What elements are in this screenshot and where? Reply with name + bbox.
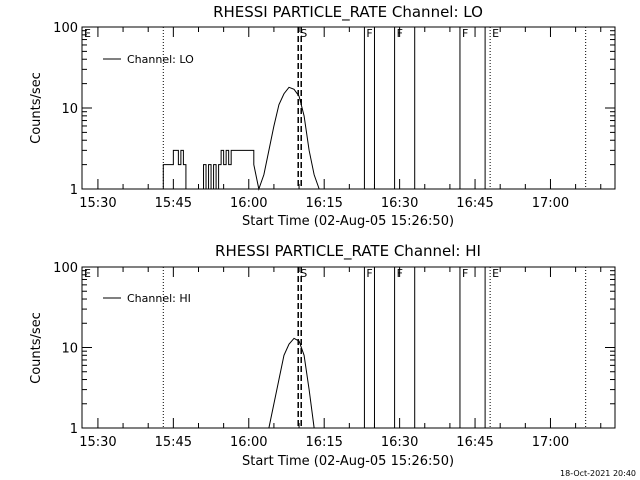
- panel-hi-y-tick-label: 100: [53, 261, 78, 276]
- panel-lo-marker-label: F: [366, 27, 372, 40]
- panel-hi-marker-label: E: [492, 267, 499, 280]
- panel-hi-legend-label: Channel: HI: [127, 292, 191, 305]
- panel-lo-x-axis-label: Start Time (02-Aug-05 15:26:50): [242, 214, 454, 229]
- panel-lo-y-axis-label: Counts/sec: [29, 72, 44, 144]
- panel-hi-y-axis-label: Counts/sec: [29, 312, 44, 384]
- panel-lo-title: RHESSI PARTICLE_RATE Channel: LO: [213, 3, 483, 22]
- panel-hi-x-tick-label: 16:15: [305, 435, 342, 450]
- panel-lo-marker-label: E: [84, 27, 91, 40]
- panel-lo-plot-frame: [81, 26, 616, 190]
- panel-lo-y-tick-label: 10: [61, 102, 78, 117]
- panel-lo-x-tick-label: 16:15: [305, 196, 342, 211]
- panel-hi-title: RHESSI PARTICLE_RATE Channel: HI: [215, 242, 481, 261]
- panel-hi-x-tick-label: 16:30: [381, 435, 418, 450]
- panel-hi-marker-label: E: [84, 267, 91, 280]
- panel-lo-series-line: [162, 86, 320, 191]
- panel-lo-x-tick-label: 17:00: [532, 196, 569, 211]
- generation-timestamp: 18-Oct-2021 20:40: [560, 469, 636, 478]
- panel-lo-y-tick-label: 1: [70, 183, 78, 198]
- panel-lo-x-tick-label: 16:45: [456, 196, 493, 211]
- panel-lo-x-tick-label: 15:30: [79, 196, 116, 211]
- panel-hi-marker-label: F: [462, 267, 468, 280]
- panel-lo-y-tick-label: 100: [53, 21, 78, 36]
- panel-hi-x-axis-label: Start Time (02-Aug-05 15:26:50): [242, 454, 454, 469]
- panel-hi-x-tick-label: 17:00: [532, 435, 569, 450]
- panel-hi-legend: Channel: HI: [103, 292, 191, 305]
- panel-hi-x-tick-label: 15:30: [79, 435, 116, 450]
- panel-lo-legend: Channel: LO: [103, 53, 194, 66]
- panel-hi-x-tick-label: 16:00: [230, 435, 267, 450]
- panel-lo-legend-label: Channel: LO: [127, 53, 194, 66]
- panel-hi-series-line: [268, 337, 315, 429]
- panel-hi-y-tick-label: 1: [70, 422, 78, 437]
- panel-lo-marker-label: E: [492, 27, 499, 40]
- panel-lo-x-tick-label: 16:00: [230, 196, 267, 211]
- panel-hi: RHESSI PARTICLE_RATE Channel: HI ESFFFE …: [29, 242, 616, 469]
- panel-lo-marker-label: S: [300, 27, 307, 40]
- panel-lo: RHESSI PARTICLE_RATE Channel: LO ESFFFE …: [29, 3, 616, 229]
- panel-lo-marker-label: F: [462, 27, 468, 40]
- panel-hi-y-tick-label: 10: [61, 342, 78, 357]
- panel-hi-x-tick-label: 15:45: [155, 435, 192, 450]
- panel-hi-marker-label: S: [300, 267, 307, 280]
- panel-hi-marker-label: F: [366, 267, 372, 280]
- panel-lo-x-tick-label: 15:45: [155, 196, 192, 211]
- panel-lo-x-tick-label: 16:30: [381, 196, 418, 211]
- panel-hi-x-tick-label: 16:45: [456, 435, 493, 450]
